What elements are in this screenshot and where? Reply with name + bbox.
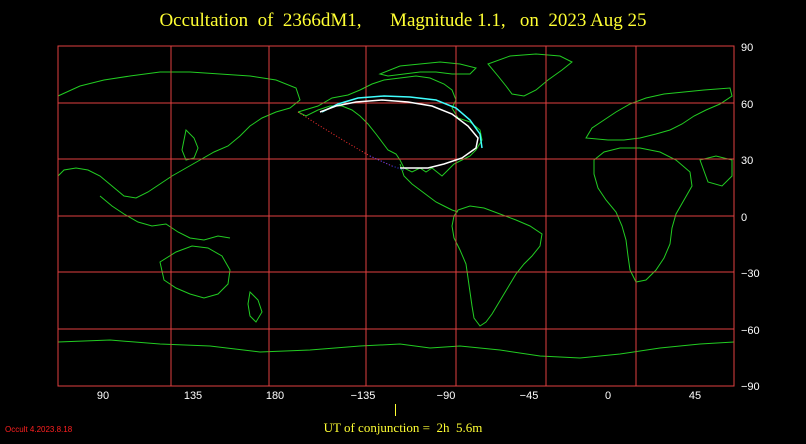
coast-greenland (487, 53, 573, 97)
map-title: Occultation of 2366dM1, Magnitude 1.1, o… (159, 10, 647, 31)
coast-australia (159, 245, 231, 299)
south-limit-path (319, 99, 479, 169)
y-tick-60: 60 (741, 99, 754, 111)
x-tick-minus90: −90 (436, 390, 456, 402)
path-dotted-red (297, 111, 393, 167)
x-tick-minus135: −135 (350, 390, 376, 402)
y-tick-minus90: −90 (741, 381, 760, 393)
x-tick-90: 90 (96, 390, 110, 402)
coastlines (57, 53, 735, 359)
y-tick-30: 30 (741, 155, 754, 167)
conjunction-marker (395, 404, 396, 416)
y-tick-0: 0 (741, 212, 748, 224)
map-grid (57, 45, 735, 387)
coast-southeast-asia (99, 195, 231, 241)
coast-arabia (699, 155, 733, 187)
x-tick-135: 135 (183, 390, 203, 402)
conjunction-time: UT of conjunction = 2h 5.6m (323, 420, 483, 435)
coast-asia (57, 71, 301, 199)
coast-africa (593, 147, 693, 283)
x-tick-minus45: −45 (519, 390, 539, 402)
version-label: Occult 4.2023.8.18 (5, 425, 73, 434)
coast-new-zealand (247, 290, 263, 323)
north-limit-path (321, 95, 483, 149)
coast-central-america (399, 163, 459, 213)
coast-antarctica (57, 339, 735, 359)
coast-japan (181, 128, 199, 161)
x-tick-0: 0 (604, 390, 612, 402)
path-dotted-blue (369, 155, 405, 171)
coast-north-america (297, 75, 483, 177)
y-tick-minus60: −60 (741, 325, 760, 337)
coast-arctic-islands (378, 61, 477, 77)
x-tick-180: 180 (265, 390, 285, 402)
y-tick-minus30: −30 (741, 268, 760, 280)
x-tick-45: 45 (688, 390, 702, 402)
coast-south-america (451, 205, 543, 327)
coast-europe (585, 87, 733, 141)
y-tick-90: 90 (741, 42, 754, 54)
occultation-paths (297, 95, 483, 171)
